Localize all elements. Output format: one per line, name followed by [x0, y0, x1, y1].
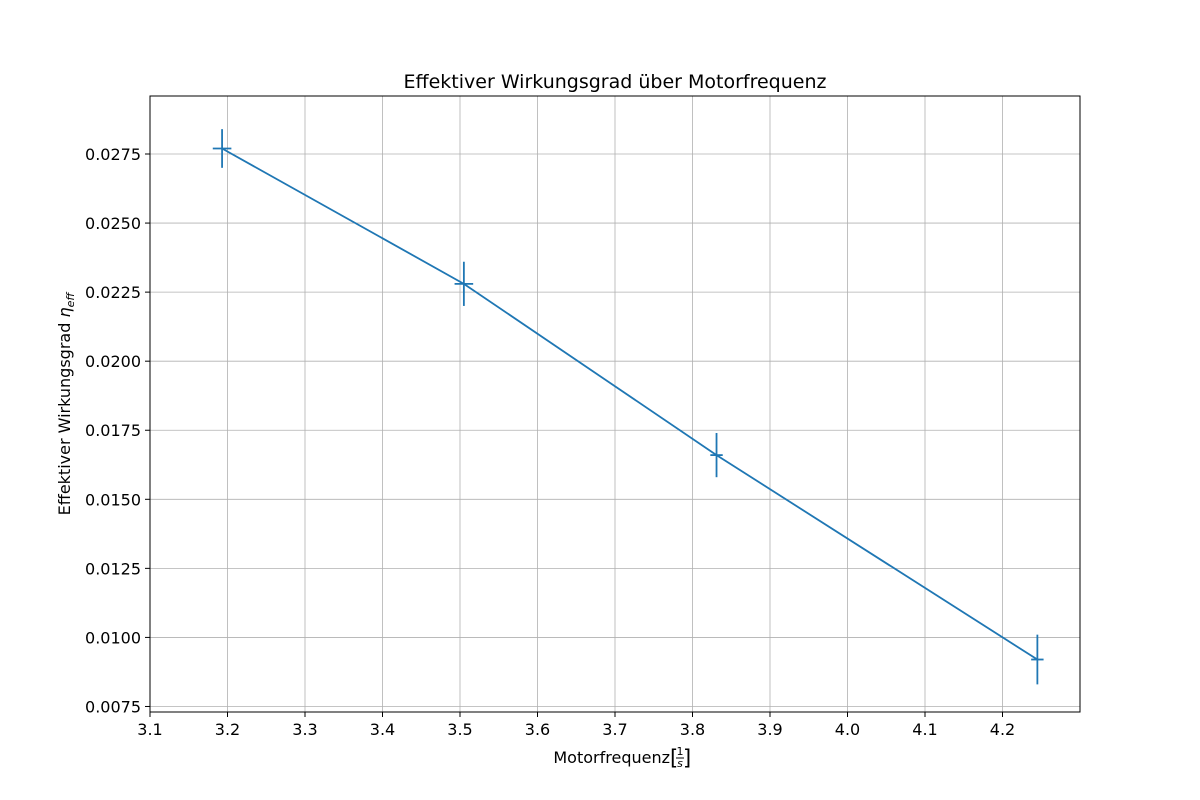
x-tick-label: 3.4 — [370, 720, 395, 739]
x-axis-unit-denominator: s — [677, 757, 683, 770]
y-tick-label: 0.0175 — [85, 421, 141, 440]
x-tick-label: 3.6 — [525, 720, 550, 739]
x-tick-label: 4.1 — [912, 720, 937, 739]
y-tick-label: 0.0250 — [85, 214, 141, 233]
data-point — [710, 433, 723, 478]
y-tick-label: 0.0200 — [85, 352, 141, 371]
x-axis-label-text: Motorfrequenz — [553, 748, 670, 767]
x-tick-label: 3.8 — [680, 720, 705, 739]
chart-title: Effektiver Wirkungsgrad über Motorfreque… — [404, 71, 827, 93]
y-axis-ticks: 0.0075 0.0100 0.0125 0.0150 0.0175 0.0200 0.02… — [85, 145, 150, 716]
y-axis-label-symbol: η — [55, 307, 74, 317]
x-tick-label: 4.0 — [835, 720, 860, 739]
y-tick-label: 0.0275 — [85, 145, 141, 164]
y-tick-label: 0.0100 — [85, 628, 141, 647]
x-tick-label: 4.2 — [990, 720, 1015, 739]
data-series — [212, 129, 1044, 685]
y-axis-label: Effektiver Wirkungsgrad ηeff — [55, 292, 77, 516]
series-line — [221, 147, 1038, 661]
x-tick-label: 3.5 — [447, 720, 472, 739]
data-point — [1031, 634, 1044, 685]
x-axis-label: Motorfrequenz [ 1 s ] — [553, 745, 691, 770]
y-tick-label: 0.0125 — [85, 559, 141, 578]
x-tick-label: 3.3 — [292, 720, 317, 739]
x-tick-label: 3.7 — [602, 720, 627, 739]
data-point — [454, 261, 474, 306]
y-tick-label: 0.0225 — [85, 283, 141, 302]
data-point — [212, 129, 232, 168]
x-axis-unit-bracket-open: [ — [670, 746, 678, 770]
grid — [149, 96, 1080, 712]
x-axis-ticks: 3.1 3.2 3.3 3.4 3.5 3.6 3.7 3.8 3.9 4.0 4.1 4.2 — [137, 712, 1015, 739]
x-tick-label: 3.9 — [757, 720, 782, 739]
y-tick-label: 0.0150 — [85, 490, 141, 509]
y-tick-label: 0.0075 — [85, 697, 141, 716]
y-axis-label-text: Effektiver Wirkungsgrad — [55, 323, 74, 516]
x-tick-label: 3.1 — [137, 720, 162, 739]
x-axis-unit-bracket-close: ] — [683, 746, 691, 770]
x-tick-label: 3.2 — [215, 720, 240, 739]
y-axis-label-subscript: eff — [64, 292, 77, 308]
x-axis-unit-numerator: 1 — [677, 745, 684, 758]
